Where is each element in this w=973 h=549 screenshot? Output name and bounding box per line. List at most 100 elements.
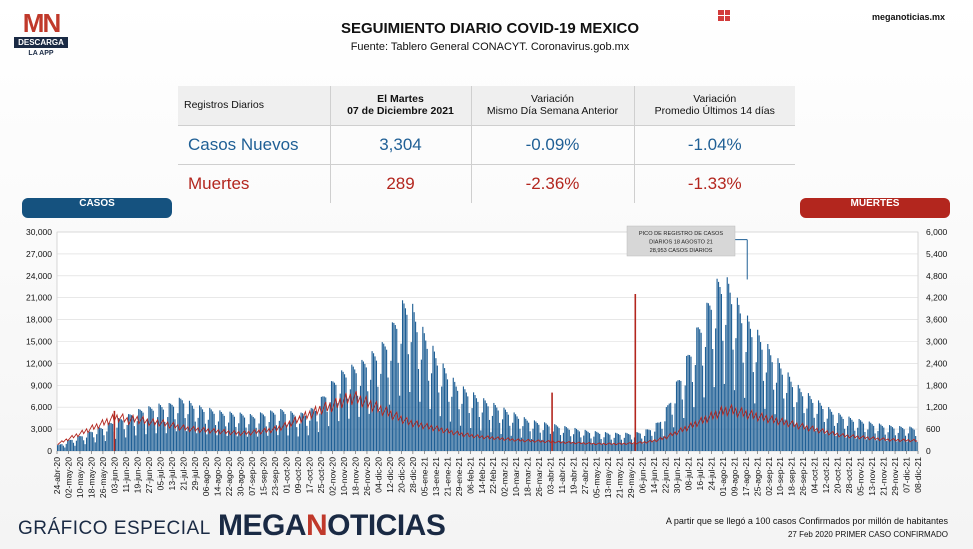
cases-bar [357,395,359,451]
cases-bar [65,443,67,451]
cases-bar [170,403,172,451]
cases-bar [506,411,508,451]
cases-bar [473,392,475,451]
cases-bar [358,416,360,451]
cases-bar [890,425,892,451]
logo-letters: MN [22,8,61,38]
cases-bar [735,338,737,451]
x-tick-label: 01-ago-21 [718,457,728,496]
x-tick-label: 18-nov-20 [351,457,361,496]
cases-bar [159,405,162,451]
cases-bar [265,426,267,451]
cases-bar [132,416,134,451]
cases-bar [426,348,428,451]
stats-corner-label: Registros Diarios [178,86,331,126]
x-tick-label: 14-feb-21 [477,457,487,494]
cases-bar [828,407,830,451]
stats-col-date-line1: El Martes [377,93,424,106]
cases-bar [272,412,275,451]
cases-bar [372,353,375,451]
footer-brand-part-c: OTICIAS [327,509,446,542]
cases-bar [646,429,649,451]
cases-bar [96,434,98,451]
cases-bar [222,413,224,451]
cases-bar [239,412,241,451]
cases-bar [739,313,741,451]
cases-bar [617,434,620,451]
cases-bar [587,431,589,451]
cases-bar [290,411,292,451]
cases-bar [344,374,346,451]
cases-bar [438,392,440,451]
cases-bar [746,315,749,451]
x-tick-label: 04-dic-20 [373,457,383,493]
stats-row-deaths: Muertes 289 -2.36% -1.33% [178,164,795,203]
cases-bar [459,425,462,451]
site-url[interactable]: meganoticias.mx [871,12,945,22]
cases-bar [722,340,724,451]
cases-bar [388,404,391,451]
y-tick-right: 3,600 [926,315,948,325]
cases-bar [161,407,163,451]
cases-bar [354,369,356,451]
cases-bar [875,440,878,451]
cases-bar [220,411,222,451]
cases-bar [668,403,670,451]
x-tick-label: 28-oct-21 [844,457,854,494]
cases-bar [317,432,320,451]
cases-bar [384,346,386,451]
x-tick-label: 26-sep-21 [798,457,808,496]
x-tick-label: 23-sep-20 [270,457,280,496]
cases-bar [626,433,628,451]
cases-bar [116,427,118,451]
cases-bar [442,363,444,451]
cases-bar [77,436,79,451]
stats-col-14d-line2: Promedio Últimos 14 días [654,105,775,118]
cases-bar [565,427,567,451]
cases-bar [319,413,321,451]
cases-bar [175,431,177,451]
cases-bar [135,435,137,451]
cases-bar [219,410,221,451]
cases-bar [94,442,96,451]
app-logo[interactable]: MN DESCARGA LA APP [14,10,68,57]
cases-bar [262,414,264,451]
x-tick-label: 20-dic-20 [396,457,406,493]
x-tick-label: 22-feb-21 [488,457,498,494]
cases-bar [645,429,647,451]
cases-bar [329,402,331,451]
cases-bar [188,400,191,451]
cases-bar [607,433,609,451]
y-tick-left: 9,000 [31,380,53,390]
cases-bar [158,403,160,451]
cases-bar [167,417,169,451]
cases-bar [187,414,189,451]
cases-bar [68,440,70,451]
cases-bar [913,429,915,451]
cases-bar [648,429,650,451]
stats-col-14d: Variación Promedio Últimos 14 días [634,86,795,126]
stats-row-label: Muertes [178,164,331,203]
cases-bar [374,356,376,451]
x-tick-label: 24-jul-21 [706,457,716,491]
cases-bar [286,425,288,451]
cases-bar [152,410,154,451]
cases-bar [58,444,60,451]
cases-bar [57,445,59,451]
cases-bar [287,435,289,451]
cases-bar [765,372,767,451]
cases-bar [767,343,769,451]
cases-bar [616,433,618,451]
y-tick-left: 24,000 [26,271,52,281]
cases-bar [713,387,715,451]
cases-bar [523,417,525,451]
cases-bar [278,420,280,451]
cases-bar [575,428,578,451]
cases-bar [742,362,744,451]
cases-bar [223,415,225,451]
cases-bar [228,422,230,451]
cases-bar [85,437,88,451]
stats-var-week: -2.36% [471,164,635,203]
x-tick-label: 02-mar-21 [500,457,510,497]
stats-col-date-line2: 07 de Diciembre 2021 [347,105,454,118]
